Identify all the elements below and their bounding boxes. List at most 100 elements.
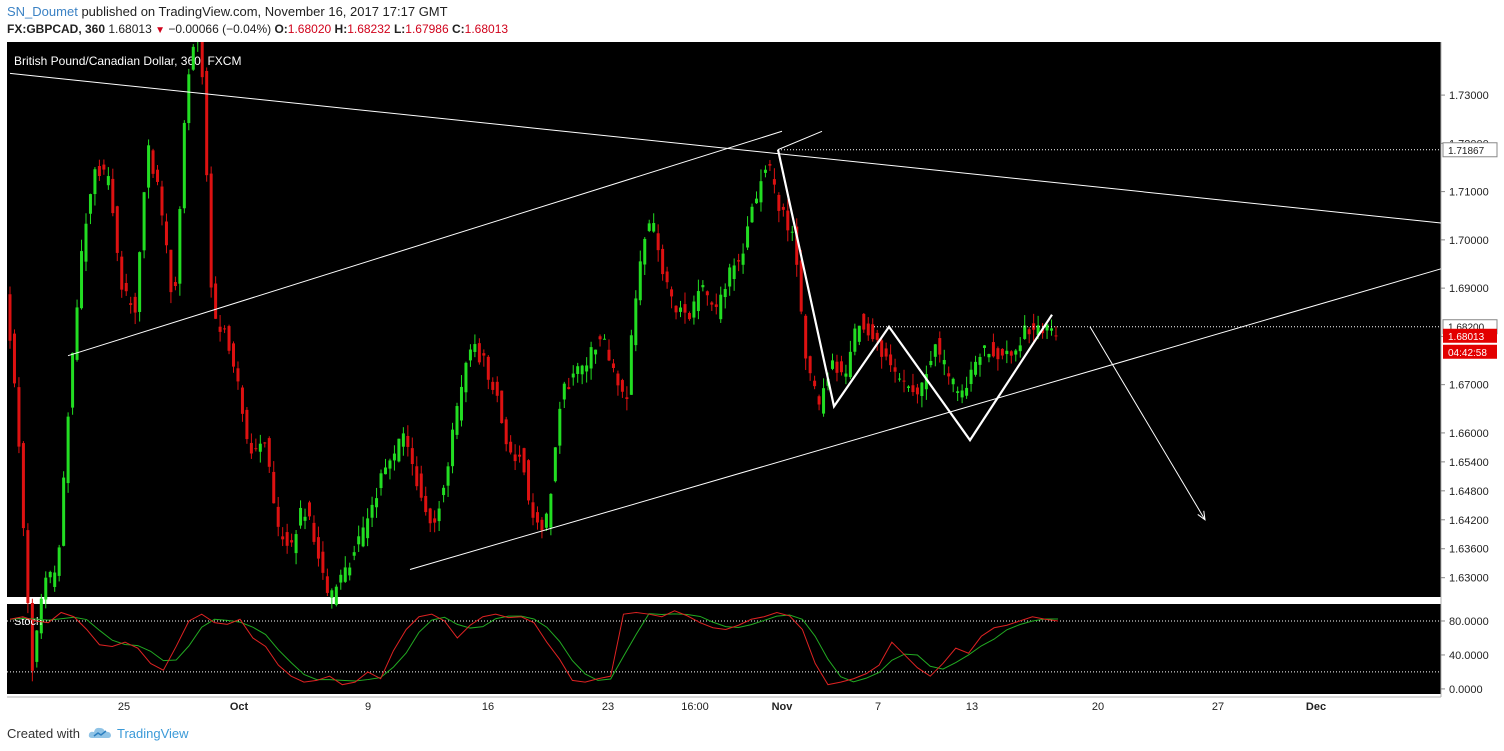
- candle-body: [585, 365, 589, 372]
- candle-body: [254, 448, 258, 450]
- candle-body: [862, 313, 866, 330]
- candle-body: [643, 238, 647, 265]
- candle-body: [370, 504, 374, 518]
- candle-body: [1036, 325, 1040, 336]
- candle-body: [741, 253, 745, 265]
- y-tick-label: 1.63000: [1449, 573, 1489, 585]
- x-tick-label: 23: [602, 701, 614, 713]
- candle-body: [942, 359, 946, 365]
- candle-body: [920, 382, 924, 397]
- candle-body: [540, 519, 544, 531]
- candle-body: [57, 547, 61, 576]
- candle-body: [164, 221, 168, 246]
- candle-body: [549, 493, 553, 528]
- y-tick-label: 1.63600: [1449, 544, 1489, 556]
- candle-body: [974, 361, 978, 375]
- projection-arrow-line: [1089, 326, 1206, 521]
- stoch-tick-label: 0.0000: [1449, 684, 1483, 696]
- candle-body: [433, 518, 437, 523]
- candle-body: [66, 416, 70, 484]
- candle-body: [357, 536, 361, 545]
- candles: [8, 42, 1058, 682]
- y-tick-label: 1.71000: [1449, 187, 1489, 199]
- candle-body: [352, 552, 356, 556]
- y-tick-label: 1.65400: [1449, 457, 1489, 469]
- candle-body: [652, 223, 656, 232]
- candle-body: [111, 178, 115, 214]
- tradingview-link[interactable]: TradingView: [117, 726, 189, 741]
- candle-body: [138, 252, 142, 312]
- candle-body: [759, 181, 763, 203]
- candle-body: [446, 466, 450, 486]
- open-value: 1.68020: [287, 22, 332, 36]
- candle-body: [527, 460, 531, 501]
- candle-body: [12, 333, 16, 384]
- trendline-extension: [777, 130, 823, 151]
- low-label: L:: [393, 22, 406, 36]
- candle-body: [987, 354, 991, 358]
- candle-body: [218, 326, 222, 332]
- candle-body: [455, 406, 459, 435]
- candle-body: [835, 361, 839, 373]
- candle-body: [486, 356, 490, 380]
- candle-body: [437, 508, 441, 522]
- candle-body: [822, 388, 826, 414]
- candle-body: [509, 441, 513, 453]
- stoch-pane: [7, 604, 1441, 694]
- candle-body: [737, 260, 741, 262]
- x-tick-label: 16:00: [681, 701, 709, 713]
- candle-body: [786, 210, 790, 231]
- candle-body: [665, 271, 669, 283]
- candle-body: [129, 303, 133, 305]
- candle-body: [924, 374, 928, 390]
- candle-body: [209, 173, 213, 288]
- candle-body: [956, 391, 960, 393]
- candle-body: [598, 336, 602, 340]
- candle-body: [71, 352, 75, 408]
- candle-body: [656, 233, 660, 251]
- candle-body: [696, 291, 700, 312]
- candle-body: [459, 386, 463, 421]
- y-tick-label: 1.66000: [1449, 428, 1489, 440]
- candle-body: [240, 387, 244, 414]
- candle-body: [772, 179, 776, 185]
- open-label: O:: [274, 22, 288, 36]
- candle-body: [299, 507, 303, 526]
- price-chart[interactable]: British Pound/Canadian Dollar, 360, FXCM…: [0, 42, 1504, 714]
- low-value: 1.67986: [405, 22, 449, 36]
- candle-body: [1054, 335, 1058, 337]
- candle-body: [969, 369, 973, 384]
- candle-body: [580, 365, 584, 375]
- y-tick-label: 1.70000: [1449, 235, 1489, 247]
- candle-body: [147, 145, 151, 188]
- candle-body: [518, 454, 522, 457]
- candle-body: [553, 447, 557, 482]
- candle-body: [200, 42, 204, 78]
- candle-body: [388, 460, 392, 469]
- candle-body: [307, 502, 311, 517]
- candle-body: [991, 342, 995, 357]
- candle-body: [893, 367, 897, 372]
- candle-body: [415, 466, 419, 487]
- candle-body: [30, 603, 34, 671]
- candle-body: [334, 586, 338, 605]
- candle-body: [191, 46, 195, 70]
- author-link[interactable]: SN_Doumet: [7, 4, 78, 19]
- candle-body: [419, 473, 423, 498]
- candle-body: [482, 353, 486, 356]
- candle-body: [97, 165, 101, 177]
- candle-body: [661, 248, 665, 275]
- projection-arrow-head: [1197, 510, 1206, 521]
- candle-body: [276, 506, 280, 527]
- candle-body: [392, 453, 396, 461]
- candle-body: [232, 343, 236, 367]
- candle-body: [88, 194, 92, 214]
- candle-body: [156, 169, 160, 182]
- candle-body: [428, 508, 432, 524]
- candle-body: [683, 304, 687, 313]
- candle-body: [321, 551, 325, 573]
- candle-body: [768, 164, 772, 166]
- candle-body: [84, 223, 88, 262]
- candle-body: [1009, 351, 1013, 356]
- candle-body: [205, 70, 209, 176]
